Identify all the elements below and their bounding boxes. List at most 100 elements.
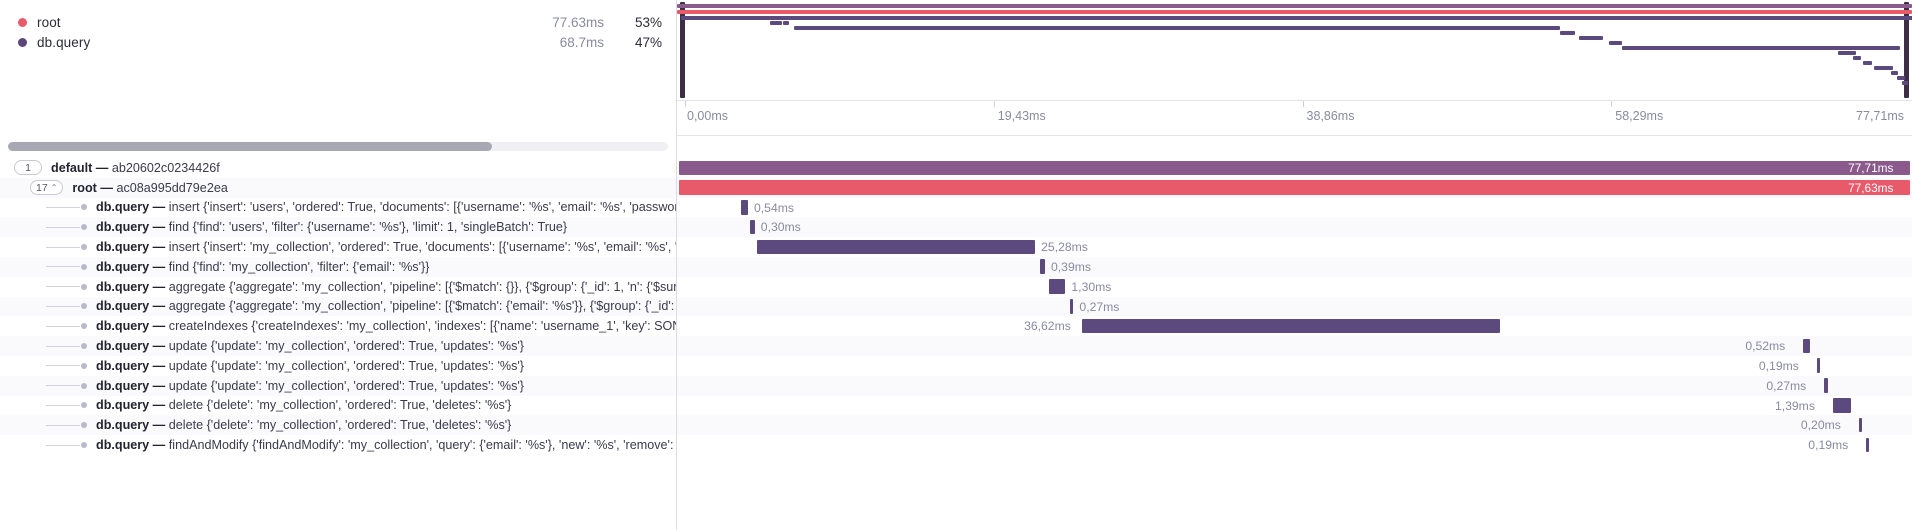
overview-canvas[interactable] [677, 0, 1912, 100]
overview-time-axis: 0,00ms 19,43ms 38,86ms 58,29ms 77,71ms [677, 100, 1912, 136]
timeline-duration-label: 0,27ms [1079, 299, 1120, 314]
span-tree-row[interactable]: db.query — createIndexes {'createIndexes… [0, 316, 676, 336]
overview-strand [680, 16, 1912, 20]
timeline-row[interactable]: 77,71ms [677, 158, 1912, 178]
span-tree-row[interactable]: db.query — update {'update': 'my_collect… [0, 375, 676, 396]
legend-item-dbquery[interactable]: db.query 68.7ms 47% [0, 32, 676, 52]
span-child-count-badge[interactable]: 1 [14, 160, 42, 176]
span-tree-row[interactable]: db.query — delete {'delete': 'my_collect… [0, 415, 676, 436]
overview-strand [677, 10, 1912, 14]
tree-connector-line [46, 286, 80, 288]
span-tree-row[interactable]: db.query — find {'find': 'users', 'filte… [0, 217, 676, 238]
span-label-separator: — [149, 319, 169, 334]
timeline-bar[interactable] [1832, 398, 1852, 413]
legend-duration-dbquery: 68.7ms [559, 34, 604, 50]
timeline-duration-label: 1,30ms [1071, 279, 1112, 294]
span-tree-row[interactable]: db.query — findAndModify {'findAndModify… [0, 435, 676, 455]
tree-leaf-dot-icon [81, 362, 87, 369]
span-child-count-badge[interactable]: 17 ⌃ [30, 180, 64, 196]
timeline-row[interactable]: 0,19ms [677, 435, 1912, 455]
span-tree-row[interactable]: db.query — aggregate {'aggregate': 'my_c… [0, 277, 676, 297]
timeline-bar[interactable] [757, 239, 1036, 255]
overview-range-handle-right[interactable] [1904, 2, 1909, 98]
timeline-bar[interactable] [1824, 378, 1829, 393]
span-tree-row[interactable]: db.query — update {'update': 'my_collect… [0, 336, 676, 356]
timeline-row[interactable]: 1,39ms [677, 396, 1912, 416]
timeline-row[interactable]: 0,30ms [677, 217, 1912, 238]
overview-axis-tick [1302, 101, 1304, 107]
span-tree-row[interactable]: db.query — insert {'insert': 'users', 'o… [0, 198, 676, 218]
timeline-row[interactable]: 0,54ms [677, 198, 1912, 218]
span-label-separator: — [96, 180, 117, 195]
timeline-bar[interactable] [1082, 318, 1500, 334]
legend-dot-dbquery [18, 37, 27, 47]
span-operation-name: default [51, 160, 93, 175]
timeline-bar[interactable] [1866, 437, 1870, 453]
timeline-row[interactable]: 0,19ms [677, 356, 1912, 376]
legend-label-root: root [37, 14, 61, 30]
span-tree-row[interactable]: db.query — insert {'insert': 'my_collect… [0, 237, 676, 257]
overview-axis-tick [685, 101, 686, 107]
chevron-up-icon[interactable]: ⌃ [50, 182, 58, 192]
span-row-label: root — ac08a995dd79e2ea [72, 181, 227, 195]
timeline-bar[interactable] [1048, 279, 1066, 294]
span-detail-text: aggregate {'aggregate': 'my_collection',… [168, 279, 676, 294]
timeline-panel[interactable]: 77,71ms 77,63ms 0,54ms 0,30ms 25,28ms 0,39ms 1… [677, 136, 1912, 530]
tree-connector-line [46, 444, 80, 446]
overview-strand [783, 21, 790, 25]
trace-overview-minimap[interactable]: 0,00ms 19,43ms 38,86ms 58,29ms 77,71ms [677, 0, 1912, 136]
overview-axis-tick-label: 77,71ms [1856, 109, 1904, 123]
span-tree-panel[interactable]: 1 default — ab20602c0234426f 17 ⌃ root — ac0… [0, 136, 677, 530]
span-operation-name: db.query [96, 240, 150, 255]
span-tree-row[interactable]: db.query — update {'update': 'my_collect… [0, 356, 676, 376]
overview-strand [1891, 71, 1899, 75]
timeline-row[interactable]: 0,20ms [677, 415, 1912, 436]
timeline-row[interactable]: 0,27ms [677, 375, 1912, 396]
timeline-bar[interactable] [1816, 358, 1820, 373]
span-row-label: db.query — createIndexes {'createIndexes… [96, 319, 676, 333]
overview-strand [794, 26, 1560, 30]
span-tree-row[interactable]: 17 ⌃ root — ac08a995dd79e2ea [0, 177, 676, 198]
overview-strand [1897, 76, 1905, 80]
overview-strand [1852, 56, 1862, 60]
timeline-bar[interactable] [678, 160, 1911, 175]
badge-count: 17 [36, 181, 48, 194]
span-tree-row[interactable]: db.query — aggregate {'aggregate': 'my_c… [0, 296, 676, 317]
timeline-duration-label: 0,39ms [1051, 259, 1091, 274]
timeline-bar[interactable] [1069, 299, 1074, 314]
tree-connector-line [46, 246, 80, 248]
legend-item-root[interactable]: root 77.63ms 53% [0, 12, 676, 32]
timeline-duration-label: 0,19ms [1758, 358, 1799, 373]
span-operation-name: db.query [96, 398, 150, 413]
timeline-bar[interactable] [1858, 417, 1862, 433]
timeline-row[interactable]: 0,52ms [677, 336, 1912, 356]
span-row-label: db.query — delete {'delete': 'my_collect… [96, 398, 511, 412]
overview-range-handle-left[interactable] [680, 2, 685, 98]
timeline-row[interactable]: 0,39ms [677, 256, 1912, 277]
span-operation-name: db.query [96, 319, 150, 334]
span-label-separator: — [149, 339, 169, 354]
span-tree-row[interactable]: 1 default — ab20602c0234426f [0, 158, 676, 178]
span-tree-row[interactable]: db.query — find {'find': 'my_collection'… [0, 256, 676, 277]
overview-axis-tick-label: 58,29ms [1615, 109, 1664, 123]
timeline-row[interactable]: 1,30ms [677, 277, 1912, 297]
tree-leaf-dot-icon [81, 402, 87, 409]
timeline-bar[interactable] [750, 219, 755, 235]
tree-leaf-dot-icon [81, 323, 87, 330]
timeline-row[interactable]: 25,28ms [677, 237, 1912, 257]
span-label-separator: — [149, 240, 169, 255]
timeline-bar[interactable] [741, 200, 748, 215]
legend-percent-root: 53% [634, 14, 662, 30]
span-detail-text: ab20602c0234426f [111, 160, 220, 175]
tree-connector-line [46, 404, 80, 406]
span-label-separator: — [149, 398, 169, 413]
timeline-bar[interactable] [1040, 259, 1046, 274]
timeline-bar[interactable] [1803, 338, 1811, 354]
timeline-row[interactable]: 77,63ms [677, 177, 1912, 198]
horizontal-scrollbar-thumb[interactable] [8, 142, 492, 151]
span-tree-row[interactable]: db.query — delete {'delete': 'my_collect… [0, 396, 676, 416]
timeline-bar[interactable] [678, 180, 1911, 195]
timeline-row[interactable]: 0,27ms [677, 296, 1912, 317]
timeline-row[interactable]: 36,62ms [677, 316, 1912, 336]
